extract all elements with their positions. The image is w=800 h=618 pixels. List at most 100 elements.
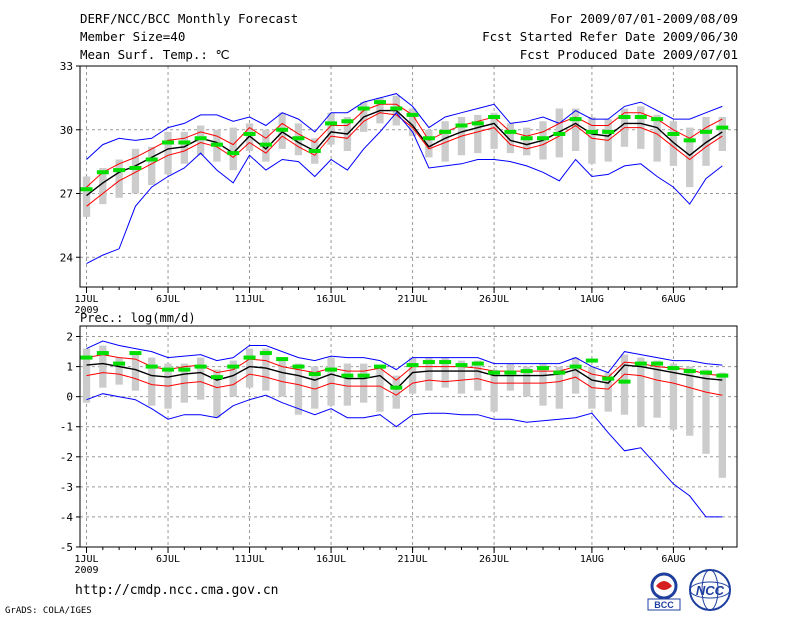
spread-box <box>506 363 515 391</box>
spread-box <box>180 131 189 164</box>
spread-box <box>131 148 140 194</box>
median-marker <box>585 129 598 134</box>
spread-box <box>523 366 531 397</box>
median-marker <box>325 121 338 126</box>
median-marker <box>96 351 109 356</box>
median-marker <box>422 360 435 365</box>
median-marker <box>683 138 696 143</box>
started-refer-date: Fcst Started Refer Date 2009/06/30 <box>482 29 738 44</box>
spread-box <box>620 354 629 415</box>
median-marker <box>259 351 272 356</box>
x-tick-label: 1AUG <box>580 554 604 565</box>
median-marker <box>390 385 403 390</box>
mean-line <box>86 109 723 197</box>
median-marker <box>243 355 256 360</box>
spread-box <box>392 375 400 409</box>
median-marker <box>471 361 484 366</box>
median-marker <box>373 100 386 105</box>
x-tick-label: 11JUL <box>234 294 264 305</box>
spread-box <box>506 123 515 154</box>
chart-title: DERF/NCC/BCC Monthly Forecast <box>80 11 299 26</box>
median-marker <box>422 136 435 141</box>
y-tick-label: -5 <box>60 541 73 554</box>
median-marker <box>602 376 615 381</box>
spread-box <box>523 127 531 156</box>
median-marker <box>341 119 354 124</box>
median-marker <box>520 136 533 141</box>
median-marker <box>683 369 696 374</box>
median-marker <box>651 117 664 122</box>
spread-box <box>376 366 384 412</box>
spread-box <box>490 112 498 149</box>
median-marker <box>243 132 256 136</box>
median-marker <box>308 149 321 153</box>
ncc-logo: NCC <box>688 568 732 612</box>
spread-box <box>571 108 580 151</box>
median-marker <box>553 132 566 136</box>
median-marker <box>178 367 191 372</box>
median-marker <box>618 379 631 384</box>
spread-box <box>131 351 140 391</box>
spread-box <box>669 121 678 166</box>
spread-box <box>571 357 580 394</box>
bcc-logo-text: BCC <box>654 600 674 610</box>
median-marker <box>276 357 289 362</box>
spread-box <box>229 360 237 397</box>
grads-credit: GrADS: COLA/IGES <box>5 606 92 616</box>
spread-box <box>115 159 123 198</box>
median-marker <box>292 136 305 141</box>
y-tick-label: 30 <box>60 124 73 137</box>
lower-line <box>86 372 723 396</box>
spread-box <box>99 168 107 205</box>
ncc-logo-text: NCC <box>696 583 725 598</box>
spread-box <box>555 366 563 409</box>
spread-box <box>262 348 270 391</box>
spread-box <box>359 363 368 403</box>
median-marker <box>80 187 93 192</box>
lower-line <box>86 112 723 207</box>
median-marker <box>569 364 582 369</box>
x-tick-label: 1AUG <box>580 294 604 305</box>
spread-box <box>245 123 254 151</box>
spread-box <box>637 357 645 427</box>
median-marker <box>194 364 207 369</box>
spread-box <box>408 108 417 137</box>
mean-line <box>86 362 723 391</box>
upper-line <box>86 103 723 188</box>
variable-label: Mean Surf. Temp.: ℃ <box>80 47 230 62</box>
spread-box <box>588 117 596 164</box>
spread-box <box>604 372 612 412</box>
spread-box <box>294 363 303 415</box>
spread-box <box>82 176 91 217</box>
median-marker <box>651 361 664 366</box>
spread-box <box>229 127 237 171</box>
panel-temperature: 24 27 30 33 1JUL 6JUL 11JUL 16JUL 21JUL 26JUL 1AUG… <box>60 60 738 316</box>
spread-box <box>457 360 466 394</box>
median-marker <box>145 364 158 369</box>
source-url[interactable]: http://cmdp.ncc.cma.gov.cn <box>75 583 279 598</box>
spread-box <box>115 357 123 385</box>
x-year-label: 2009 <box>74 305 98 316</box>
median-marker <box>210 142 223 147</box>
median-marker <box>634 115 647 119</box>
median-marker <box>536 366 549 371</box>
median-marker <box>553 370 566 375</box>
spread-box <box>474 114 482 154</box>
x-tick-label: 21JUL <box>398 294 428 305</box>
min-line <box>86 393 723 518</box>
y-tick-label: 0 <box>66 391 73 404</box>
spread-box <box>669 363 678 430</box>
spread-box <box>686 127 694 188</box>
y-tick-label: -3 <box>60 481 73 494</box>
spread-box <box>327 112 335 145</box>
spread-box <box>653 360 661 418</box>
median-marker <box>162 140 175 145</box>
spread-box <box>686 366 694 436</box>
x-tick-label: 1JUL <box>74 554 98 565</box>
upper-line <box>86 354 723 381</box>
x-tick-label: 21JUL <box>398 554 428 565</box>
median-marker <box>488 370 501 375</box>
y-tick-label: 1 <box>66 361 73 374</box>
